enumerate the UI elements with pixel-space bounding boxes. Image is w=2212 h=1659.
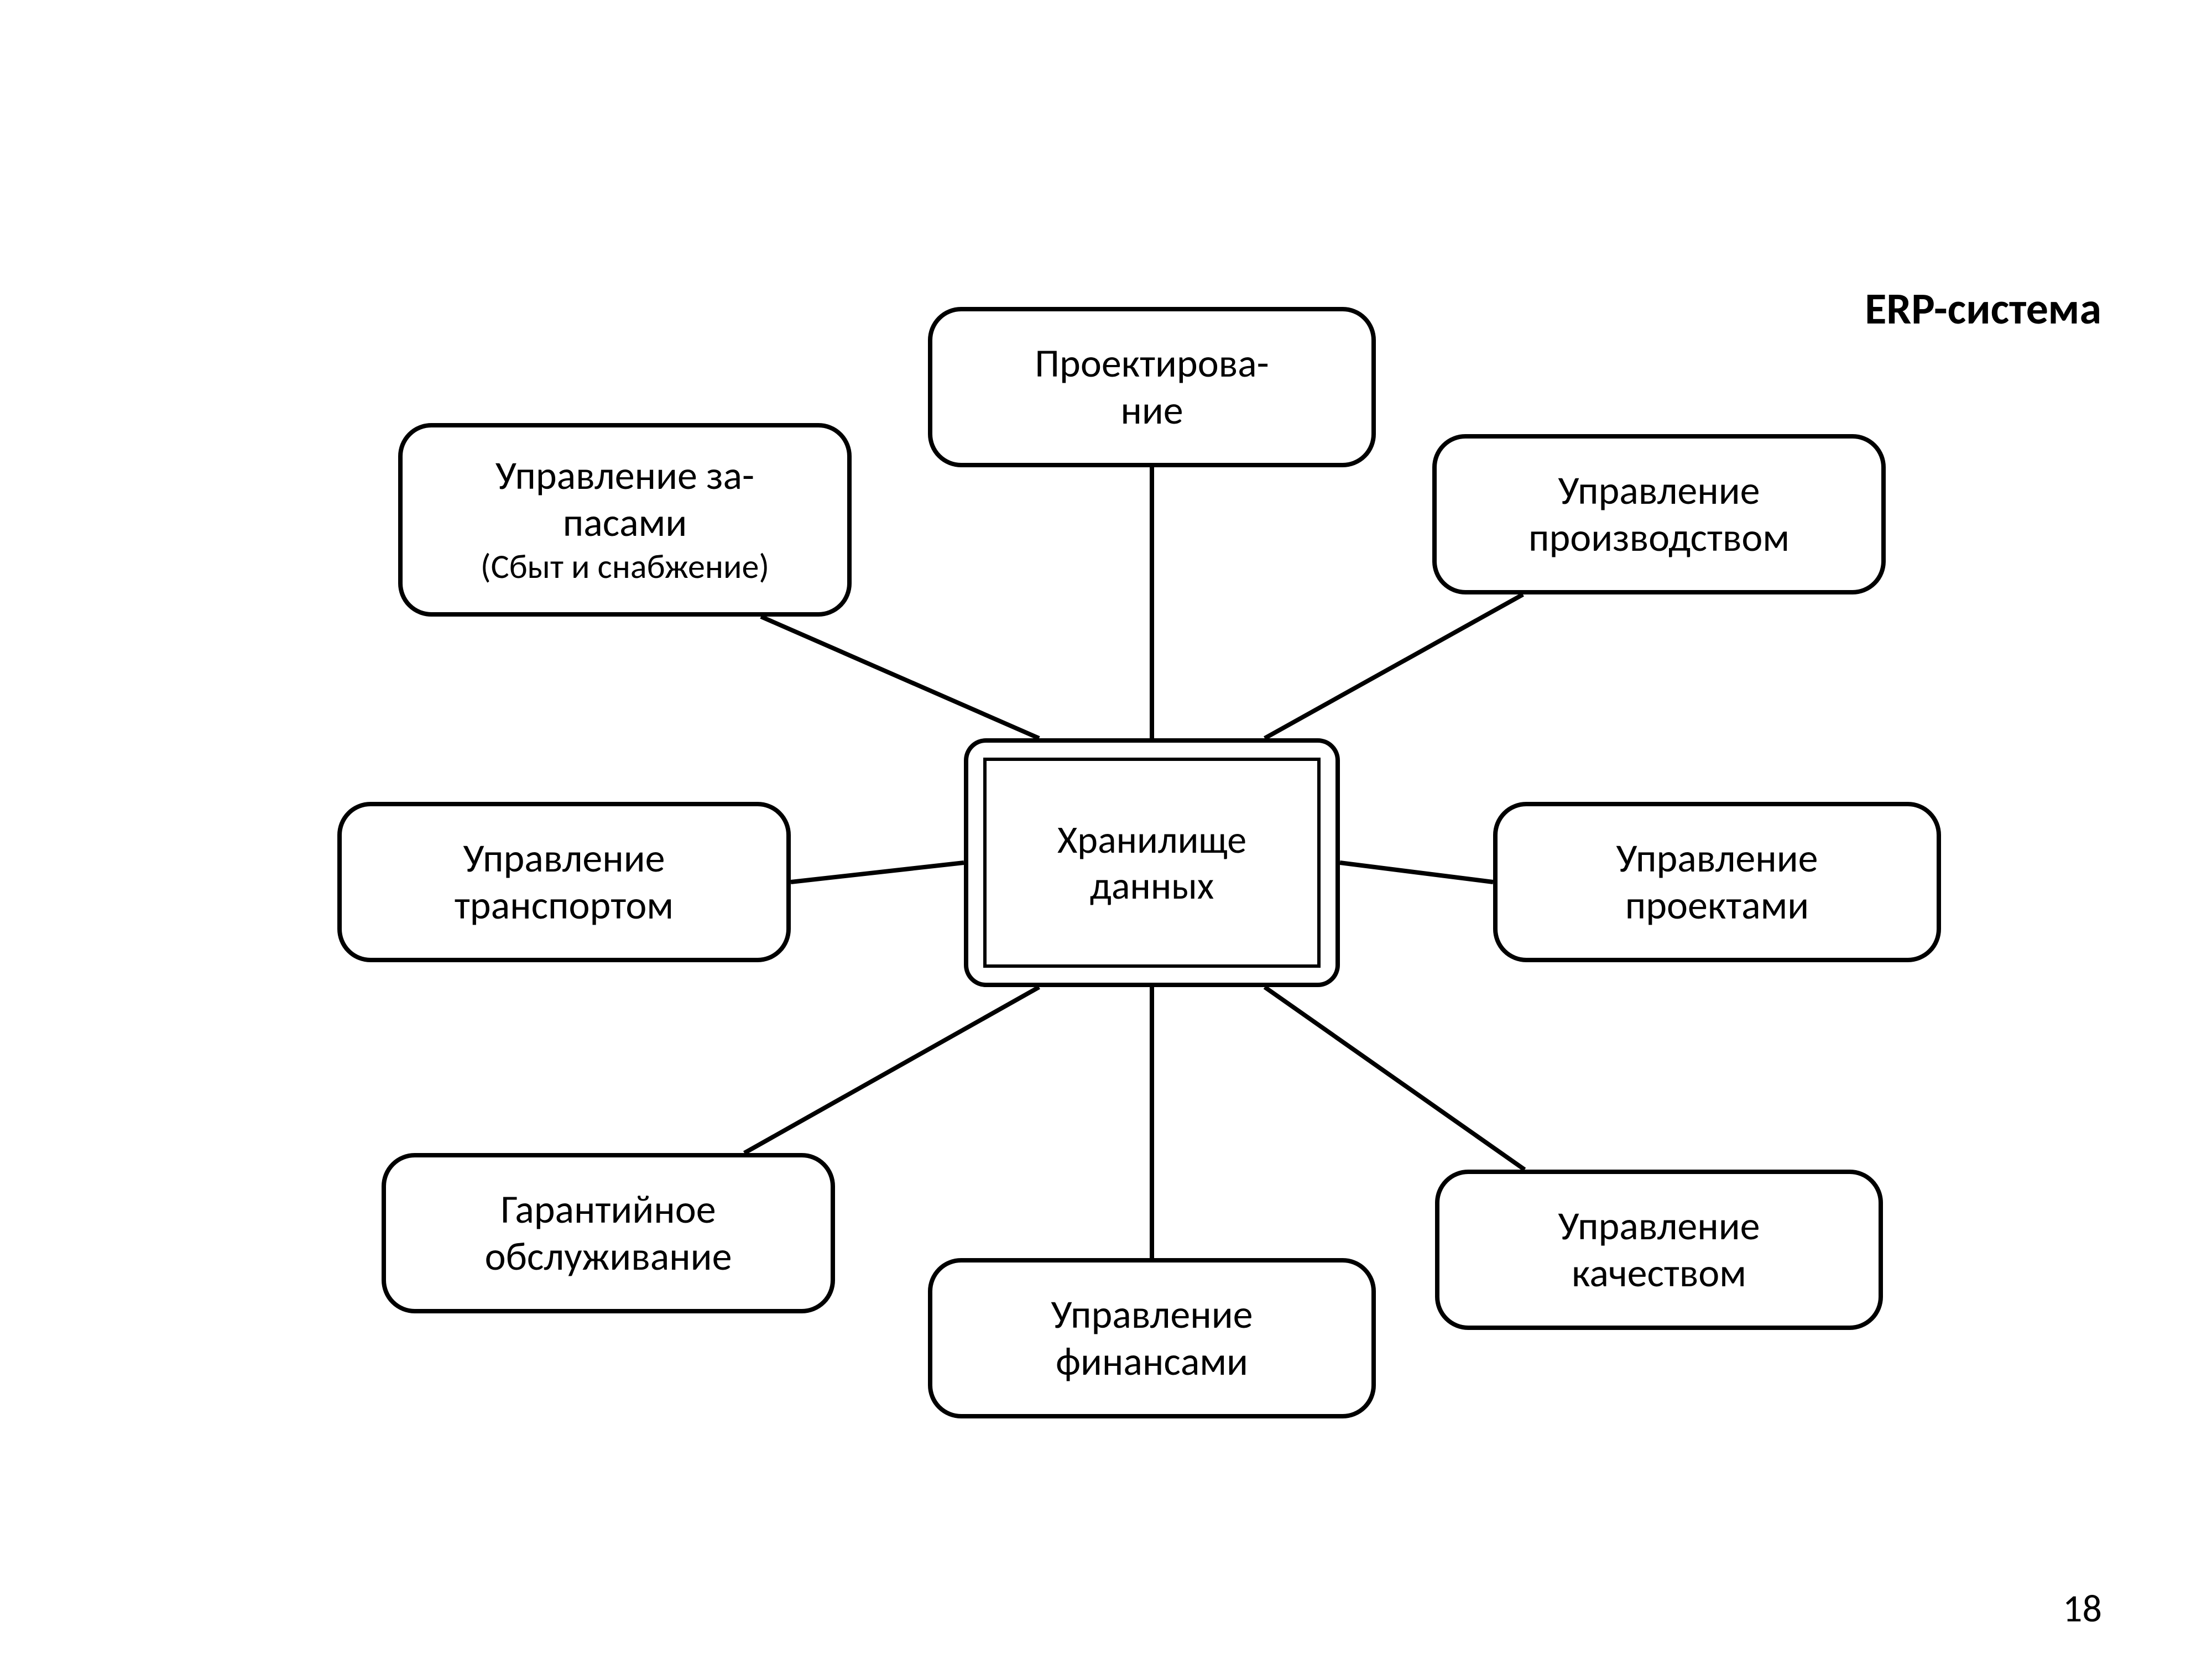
diagram-title: ERP-система [1865,282,2101,336]
edge-quality [1265,987,1525,1170]
node-quality: Управлениекачеством [1435,1170,1883,1330]
edge-transport [791,863,964,882]
diagram-stage: ERP-система 18 Хранилищеданных Проектиров… [0,0,2212,1659]
node-projects: Управлениепроектами [1493,802,1941,962]
center-node-line: Хранилище [1057,817,1246,863]
page-number: 18 [2063,1584,2102,1632]
node-design-line: ние [1120,387,1183,434]
node-inventory-line: (Сбыт и снабжение) [481,546,769,587]
node-projects-line: Управление [1616,835,1818,882]
node-production-line: производством [1528,514,1790,561]
node-design-line: Проектирова- [1035,340,1269,387]
node-production-line: Управление [1558,467,1760,514]
edge-production [1265,594,1523,738]
edge-inventory [761,617,1039,738]
node-warranty-line: обслуживание [485,1233,732,1280]
node-production: Управлениепроизводством [1432,434,1886,594]
center-node: Хранилищеданных [983,758,1321,968]
node-finance-line: Управление [1051,1291,1253,1338]
node-inventory-line: пасами [563,499,687,546]
node-finance: Управлениефинансами [928,1258,1376,1418]
node-warranty-line: Гарантийное [500,1186,716,1233]
edge-projects [1340,863,1493,882]
node-transport-line: транспортом [455,882,674,929]
node-finance-line: финансами [1056,1338,1248,1385]
node-transport: Управлениетранспортом [337,802,791,962]
node-inventory: Управление за-пасами(Сбыт и снабжение) [398,423,852,617]
edge-warranty [744,987,1039,1153]
node-warranty: Гарантийноеобслуживание [382,1153,835,1313]
center-node-line: данных [1090,863,1214,909]
node-quality-line: качеством [1572,1250,1746,1297]
node-inventory-line: Управление за- [495,452,754,499]
node-design: Проектирова-ние [928,307,1376,467]
node-projects-line: проектами [1625,882,1809,929]
node-transport-line: Управление [463,835,665,882]
node-quality-line: Управление [1558,1203,1760,1250]
